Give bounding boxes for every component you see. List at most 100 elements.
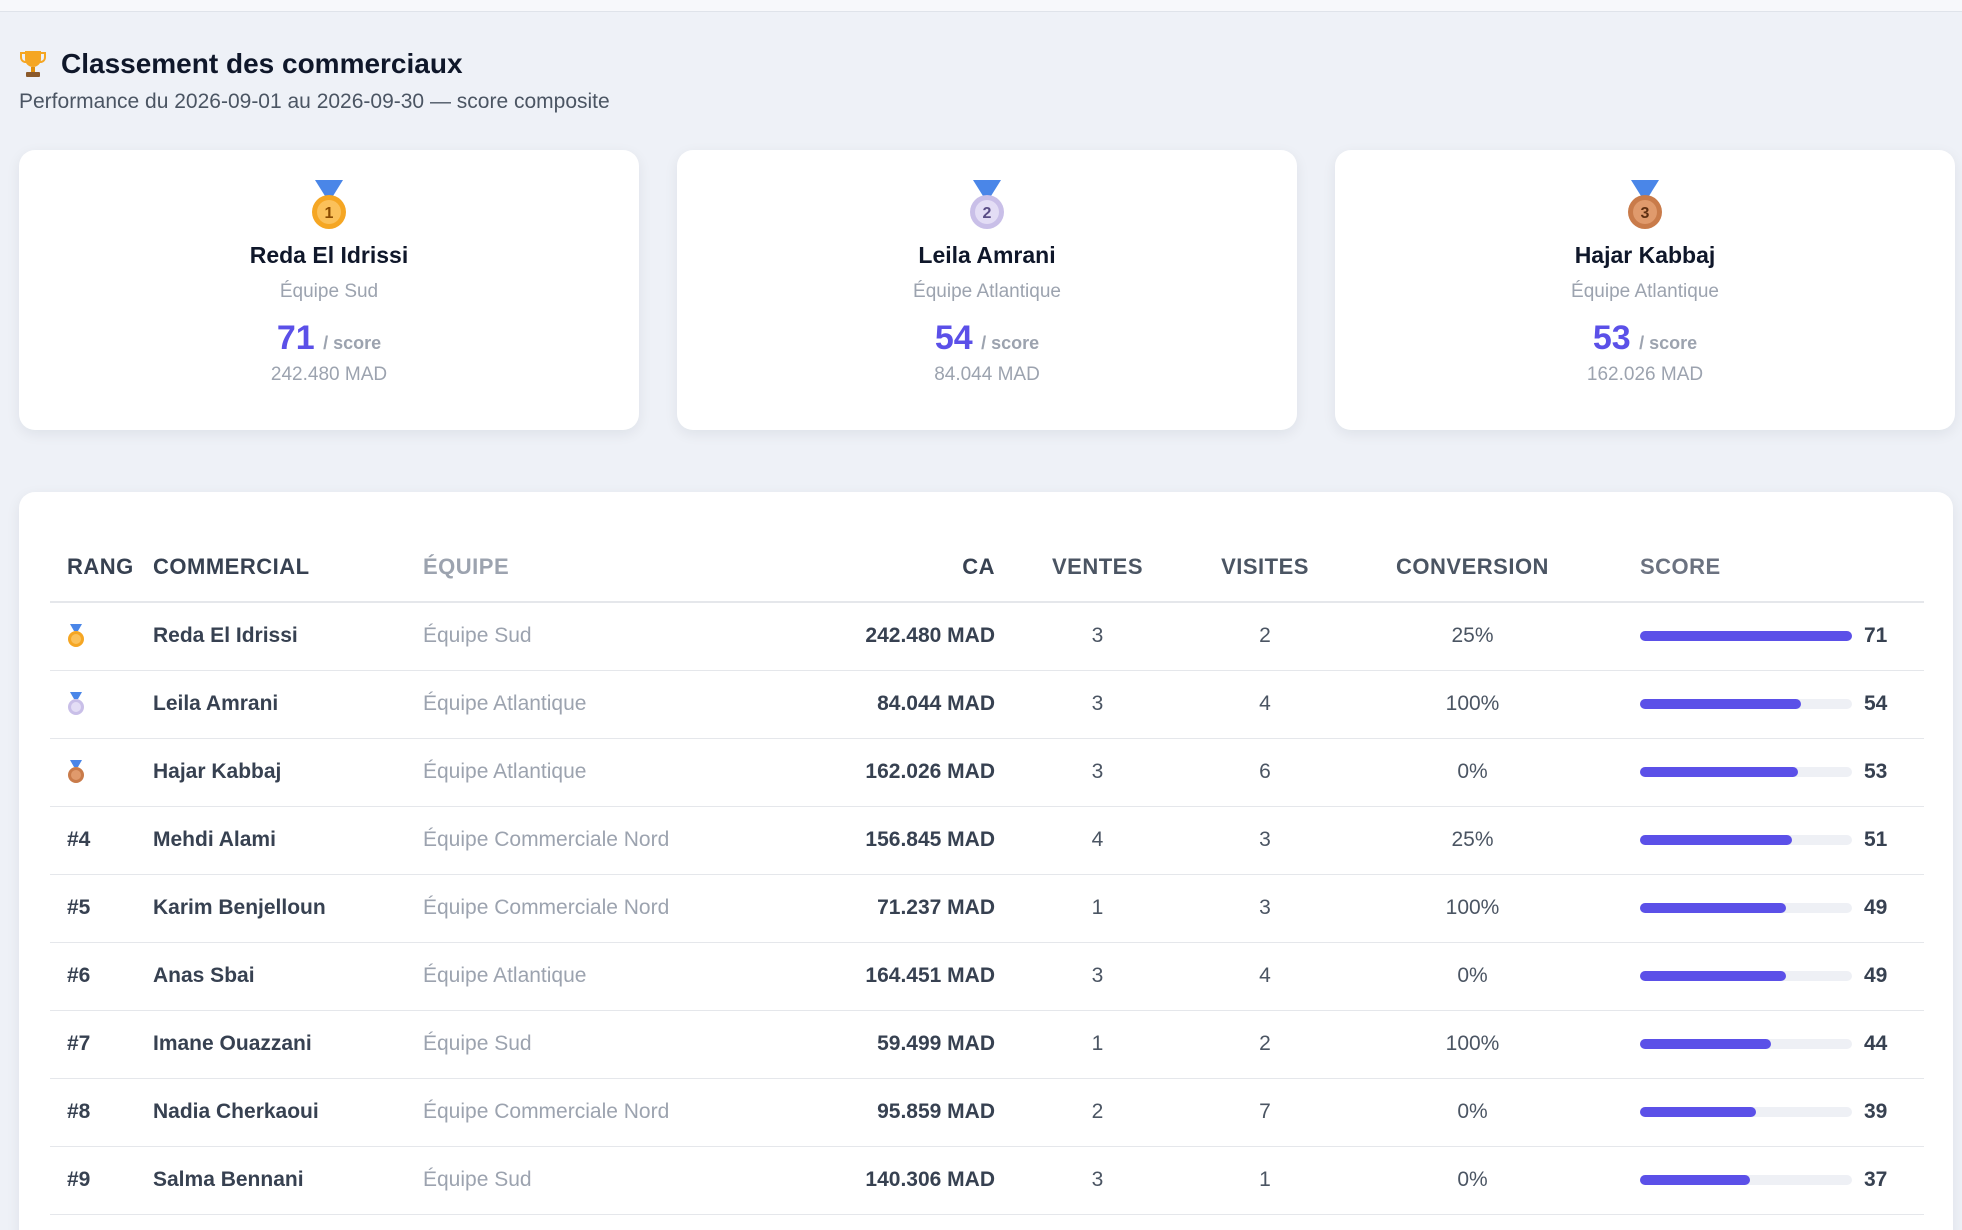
score-bar-fill [1640,1107,1757,1118]
rank-cell: #5 [50,874,153,943]
conversion-value: 100% [1330,1010,1615,1079]
score-bar [1640,699,1852,710]
rank-cell [50,738,153,807]
header-visites[interactable]: Visites [1200,532,1330,603]
commercial-name: Salma Bennani [153,1146,423,1215]
ca-value: 71.237 MAD [778,874,995,943]
visites-value: 2 [1200,1010,1330,1079]
podium-score-unit: / score [981,333,1040,353]
score-cell: 44 [1615,1010,1924,1079]
team-name: Équipe Atlantique [423,738,778,807]
team-name: Équipe Sud [423,1146,778,1215]
score-bar [1640,971,1852,982]
ventes-value: 3 [995,602,1200,671]
table-row[interactable]: Hajar Kabbaj Équipe Atlantique 162.026 MAD… [50,738,1924,807]
visites-value: 1 [1200,1146,1330,1215]
podium: 1 Reda El Idrissi Équipe Sud 71 / score … [19,150,1955,430]
ranking-table-card: Rang Commercial Équipe CA Ventes Visites… [19,492,1953,1230]
podium-ca: 162.026 MAD [1586,364,1704,385]
podium-team: Équipe Atlantique [1571,281,1719,302]
team-name: Équipe Commerciale Nord [423,874,778,943]
commercial-name: Nadia Cherkaoui [153,1078,423,1147]
team-name: Équipe Commerciale Nord [423,806,778,875]
table-row[interactable]: Leila Amrani Équipe Atlantique 84.044 MAD 3… [50,670,1924,739]
ventes-value: 1 [995,1010,1200,1079]
ca-value: 164.451 MAD [778,942,995,1011]
table-row[interactable]: #6 Anas Sbai Équipe Atlantique 164.451 MAD 3… [50,942,1924,1011]
rank-cell: #8 [50,1078,153,1147]
podium-score: 53 / score [1335,319,1955,358]
header-team[interactable]: Équipe [423,532,778,603]
score-bar-fill [1640,631,1852,642]
silver-medal-icon [68,692,84,716]
table-header-row: Rang Commercial Équipe CA Ventes Visites… [50,532,1924,603]
header-rank[interactable]: Rang [50,532,153,603]
score-bar [1640,631,1852,642]
table-row[interactable]: #5 Karim Benjelloun Équipe Commerciale Nor… [50,874,1924,943]
podium-card-3[interactable]: 3 Hajar Kabbaj Équipe Atlantique 53 / sc… [1335,150,1955,430]
commercial-name: Anas Sbai [153,942,423,1011]
commercial-name: Reda El Idrissi [153,602,423,671]
score-bar [1640,767,1852,778]
ventes-value: 3 [995,738,1200,807]
bronze-medal-icon: 3 [1628,180,1662,229]
podium-card-2[interactable]: 2 Leila Amrani Équipe Atlantique 54 / sc… [677,150,1297,430]
ca-value: 84.044 MAD [778,670,995,739]
header-conversion[interactable]: Conversion [1330,532,1615,603]
table-row[interactable]: #8 Nadia Cherkaoui Équipe Commerciale Nord… [50,1078,1924,1147]
ventes-value: 3 [995,670,1200,739]
rank-cell: #7 [50,1010,153,1079]
conversion-value: 100% [1330,874,1615,943]
commercial-name: Hajar Kabbaj [153,738,423,807]
table-row[interactable]: #4 Mehdi Alami Équipe Commerciale Nord 156.… [50,806,1924,875]
ca-value: 95.859 MAD [778,1078,995,1147]
gold-medal-icon: 1 [312,180,346,229]
visites-value: 7 [1200,1078,1330,1147]
conversion-value: 0% [1330,1146,1615,1215]
conversion-value: 0% [1330,942,1615,1011]
header-ca[interactable]: CA [778,532,995,603]
medal-number: 2 [983,205,992,222]
header-score[interactable]: Score [1615,532,1924,603]
rank-cell [50,670,153,739]
table-row[interactable]: #9 Salma Bennani Équipe Sud 140.306 MAD 3 1 0%… [50,1146,1924,1215]
table-row[interactable]: Reda El Idrissi Équipe Sud 242.480 MAD 3 2 25… [50,602,1924,671]
commercial-name: Mehdi Alami [153,806,423,875]
podium-name: Hajar Kabbaj [1574,242,1716,268]
team-name: Équipe Atlantique [423,942,778,1011]
table-row[interactable]: #7 Imane Ouazzani Équipe Sud 59.499 MAD 1 2 10… [50,1010,1924,1079]
score-bar-fill [1640,971,1787,982]
score-bar-fill [1640,699,1802,710]
conversion-value: 100% [1330,670,1615,739]
score-bar [1640,835,1852,846]
podium-score-value: 54 [934,319,973,357]
rank-cell: #9 [50,1146,153,1215]
rank-cell: #6 [50,942,153,1011]
conversion-value: 25% [1330,806,1615,875]
score-bar [1640,1175,1852,1186]
score-bar-fill [1640,1175,1751,1186]
page-title-text: Classement des commerciaux [61,48,463,79]
score-bar-fill [1640,767,1799,778]
page-title: Classement des commerciaux [19,48,610,80]
podium-card-1[interactable]: 1 Reda El Idrissi Équipe Sud 71 / score … [19,150,639,430]
score-cell: 71 [1615,602,1924,671]
score-bar [1640,1039,1852,1050]
team-name: Équipe Sud [423,1010,778,1079]
top-bar [0,0,1962,12]
team-name: Équipe Sud [423,602,778,671]
page-subtitle: Performance du 2026-09-01 au 2026-09-30 … [19,90,610,113]
ventes-value: 4 [995,806,1200,875]
conversion-value: 25% [1330,602,1615,671]
podium-score: 71 / score [19,319,639,358]
visites-value: 2 [1200,602,1330,671]
score-value: 39 [1864,1100,1888,1124]
header-commercial[interactable]: Commercial [153,532,423,603]
ca-value: 162.026 MAD [778,738,995,807]
ventes-value: 2 [995,1078,1200,1147]
visites-value: 6 [1200,738,1330,807]
score-value: 49 [1864,964,1888,988]
podium-name: Leila Amrani [918,242,1056,268]
commercial-name: Karim Benjelloun [153,874,423,943]
header-ventes[interactable]: Ventes [995,532,1200,603]
